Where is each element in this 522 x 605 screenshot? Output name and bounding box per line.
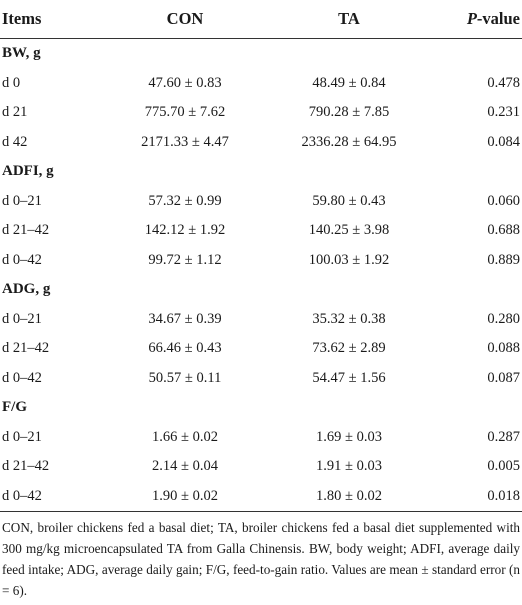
con-value: 47.60 ± 0.83 (148, 74, 222, 91)
p-value: 0.084 (487, 133, 520, 150)
p-value: 0.688 (487, 222, 520, 239)
row-label: d 0–42 (2, 369, 42, 386)
p-value: 0.280 (487, 310, 520, 327)
ta-value: 100.03 ± 1.92 (308, 251, 390, 268)
header-ta: TA (266, 0, 432, 39)
section-title: BW, g (2, 45, 41, 62)
section-row: BW, g (0, 39, 522, 69)
row-label: d 0–42 (0, 481, 104, 512)
table-row: d 0–42 99.72 ± 1.12 100.03 ± 1.92 0.889 (0, 246, 522, 276)
ta-value: 48.49 ± 0.84 (312, 74, 386, 91)
header-con: CON (104, 0, 266, 39)
row-label: d 0–42 (2, 251, 42, 268)
table-row: d 0–42 1.90 ± 0.02 1.80 ± 0.02 0.018 (0, 481, 522, 512)
p-value: 0.060 (487, 192, 520, 209)
row-label: d 21–42 (2, 458, 50, 475)
con-value: 34.67 ± 0.39 (148, 310, 222, 327)
row-label: d 0–21 (2, 428, 42, 445)
row-label: d 42 (2, 133, 28, 150)
con-value: 775.70 ± 7.62 (144, 104, 226, 121)
con-value: 142.12 ± 1.92 (144, 222, 226, 239)
header-p-value: P-value (432, 0, 522, 39)
ta-value: 54.47 ± 1.56 (312, 369, 386, 386)
table-row: d 21–42 66.46 ± 0.43 73.62 ± 2.89 0.088 (0, 334, 522, 364)
ta-value: 790.28 ± 7.85 (308, 104, 390, 121)
section-title: ADFI, g (2, 163, 54, 180)
p-value: 0.889 (487, 251, 520, 268)
section-row: F/G (0, 393, 522, 423)
ta-value: 35.32 ± 0.38 (312, 310, 386, 327)
p-value: 0.087 (487, 369, 520, 386)
con-value: 1.66 ± 0.02 (152, 428, 218, 445)
con-value: 66.46 ± 0.43 (148, 340, 222, 357)
con-value: 2.14 ± 0.04 (152, 458, 218, 475)
ta-value: 1.91 ± 0.03 (316, 458, 382, 475)
table-row: d 0–21 57.32 ± 0.99 59.80 ± 0.43 0.060 (0, 187, 522, 217)
con-value: 1.90 ± 0.02 (104, 481, 266, 512)
header-p-rest: -value (476, 9, 520, 28)
p-value: 0.478 (487, 74, 520, 91)
p-value: 0.018 (432, 481, 522, 512)
table-row: d 21 775.70 ± 7.62 790.28 ± 7.85 0.231 (0, 98, 522, 128)
header-row: Items CON TA P-value (0, 0, 522, 39)
row-label: d 0 (2, 74, 21, 91)
table-row: d 21–42 142.12 ± 1.92 140.25 ± 3.98 0.68… (0, 216, 522, 246)
header-items: Items (0, 0, 104, 39)
p-value: 0.287 (487, 428, 520, 445)
row-label: d 21 (2, 104, 28, 121)
table-row: d 0–21 34.67 ± 0.39 35.32 ± 0.38 0.280 (0, 305, 522, 335)
con-value: 50.57 ± 0.11 (148, 369, 222, 386)
ta-value: 73.62 ± 2.89 (312, 340, 386, 357)
section-row: ADFI, g (0, 157, 522, 187)
ta-value: 2336.28 ± 64.95 (301, 133, 397, 150)
row-label: d 21–42 (2, 340, 50, 357)
table-row: d 0–21 1.66 ± 0.02 1.69 ± 0.03 0.287 (0, 423, 522, 453)
header-p-italic: P (466, 9, 477, 28)
ta-value: 1.69 ± 0.03 (316, 428, 382, 445)
con-value: 2171.33 ± 4.47 (141, 133, 229, 150)
table-row: d 0–42 50.57 ± 0.11 54.47 ± 1.56 0.087 (0, 364, 522, 394)
ta-value: 59.80 ± 0.43 (312, 192, 386, 209)
p-value: 0.088 (487, 340, 520, 357)
row-label: d 0–21 (2, 310, 42, 327)
ta-value: 140.25 ± 3.98 (308, 222, 390, 239)
p-value: 0.005 (487, 458, 520, 475)
section-title: F/G (2, 399, 27, 416)
p-value: 0.231 (487, 104, 520, 121)
table-footnote: CON, broiler chickens fed a basal diet; … (2, 520, 520, 598)
data-table: Items CON TA P-value BW, g d 0 47.60 ± 0… (0, 0, 522, 512)
con-value: 57.32 ± 0.99 (148, 192, 222, 209)
section-title: ADG, g (2, 281, 51, 298)
con-value: 99.72 ± 1.12 (148, 251, 222, 268)
table-row: d 42 2171.33 ± 4.47 2336.28 ± 64.95 0.08… (0, 128, 522, 158)
table-row: d 0 47.60 ± 0.83 48.49 ± 0.84 0.478 (0, 69, 522, 99)
row-label: d 0–21 (2, 192, 42, 209)
row-label: d 21–42 (2, 222, 50, 239)
ta-value: 1.80 ± 0.02 (266, 481, 432, 512)
table-row: d 21–42 2.14 ± 0.04 1.91 ± 0.03 0.005 (0, 452, 522, 482)
section-row: ADG, g (0, 275, 522, 305)
